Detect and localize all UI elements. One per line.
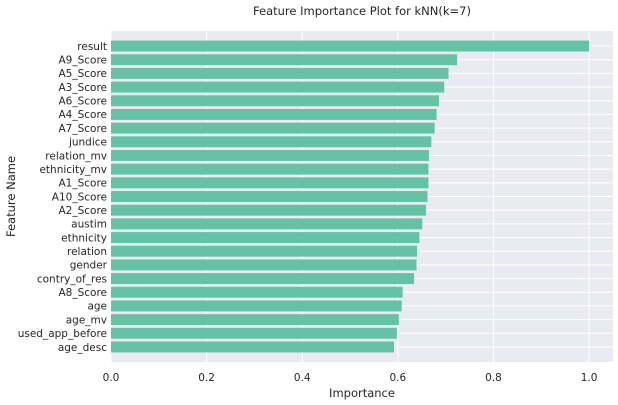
x-axis-label: Importance — [329, 386, 395, 400]
bar-age_desc — [111, 341, 395, 353]
bar-relation — [111, 245, 417, 257]
y-tick-label: age_desc — [58, 342, 107, 354]
bar-jundice — [111, 136, 432, 148]
bar-austim — [111, 218, 423, 230]
y-tick-label: A7_Score — [58, 123, 107, 135]
bar-A8_Score — [111, 286, 403, 298]
bar-contry_of_res — [111, 273, 415, 285]
x-tick-label: 0.8 — [485, 372, 502, 384]
y-tick-label: A1_Score — [58, 178, 107, 190]
y-tick-label: used_app_before — [18, 328, 107, 340]
x-tick-label: 0.2 — [198, 372, 215, 384]
bar-result — [111, 40, 590, 52]
bar-A7_Score — [111, 122, 435, 134]
y-axis-label: Feature Name — [4, 156, 18, 237]
x-tick-label: 0.4 — [294, 372, 311, 384]
y-tick-label: austim — [71, 219, 107, 231]
x-tick-labels: 0.0 0.2 0.4 0.6 0.8 1.0 — [103, 372, 598, 384]
bar-ethnicity_mv — [111, 163, 429, 175]
bar-A5_Score — [111, 67, 449, 79]
bar-age — [111, 300, 402, 312]
y-tick-label: result — [77, 41, 107, 53]
y-tick-label: gender — [70, 260, 108, 272]
bar-A9_Score — [111, 54, 458, 66]
bar-ethnicity — [111, 232, 420, 244]
y-tick-label: A4_Score — [58, 109, 107, 121]
y-tick-label: ethnicity_mv — [39, 164, 107, 176]
bars — [111, 40, 590, 353]
bar-A6_Score — [111, 95, 439, 107]
bar-relation_mv — [111, 149, 429, 161]
y-tick-label: relation — [67, 246, 107, 258]
y-tick-label: A9_Score — [58, 55, 107, 67]
y-tick-label: relation_mv — [45, 150, 107, 162]
y-tick-label: jundice — [68, 137, 107, 149]
chart-title: Feature Importance Plot for kNN(k=7) — [253, 4, 471, 18]
bar-A1_Score — [111, 177, 429, 189]
bar-A2_Score — [111, 204, 427, 216]
bar-used_app_before — [111, 327, 397, 339]
y-tick-label: A10_Score — [52, 191, 107, 203]
y-tick-label: A8_Score — [58, 287, 107, 299]
y-tick-label: A2_Score — [58, 205, 107, 217]
bar-A10_Score — [111, 191, 428, 202]
y-tick-label: ethnicity — [61, 232, 107, 244]
bar-A4_Score — [111, 108, 437, 120]
y-tick-label: A3_Score — [58, 82, 107, 94]
bar-gender — [111, 259, 417, 271]
y-tick-label: age — [87, 301, 107, 313]
y-tick-label: contry_of_res — [37, 273, 107, 285]
bar-age_mv — [111, 314, 399, 326]
y-tick-label: A5_Score — [58, 68, 107, 80]
y-tick-label: age_mv — [66, 314, 107, 326]
bar-A3_Score — [111, 81, 445, 93]
x-tick-label: 0.6 — [390, 372, 407, 384]
x-tick-label: 1.0 — [581, 372, 598, 384]
x-tick-label: 0.0 — [103, 372, 120, 384]
y-tick-label: A6_Score — [58, 96, 107, 108]
